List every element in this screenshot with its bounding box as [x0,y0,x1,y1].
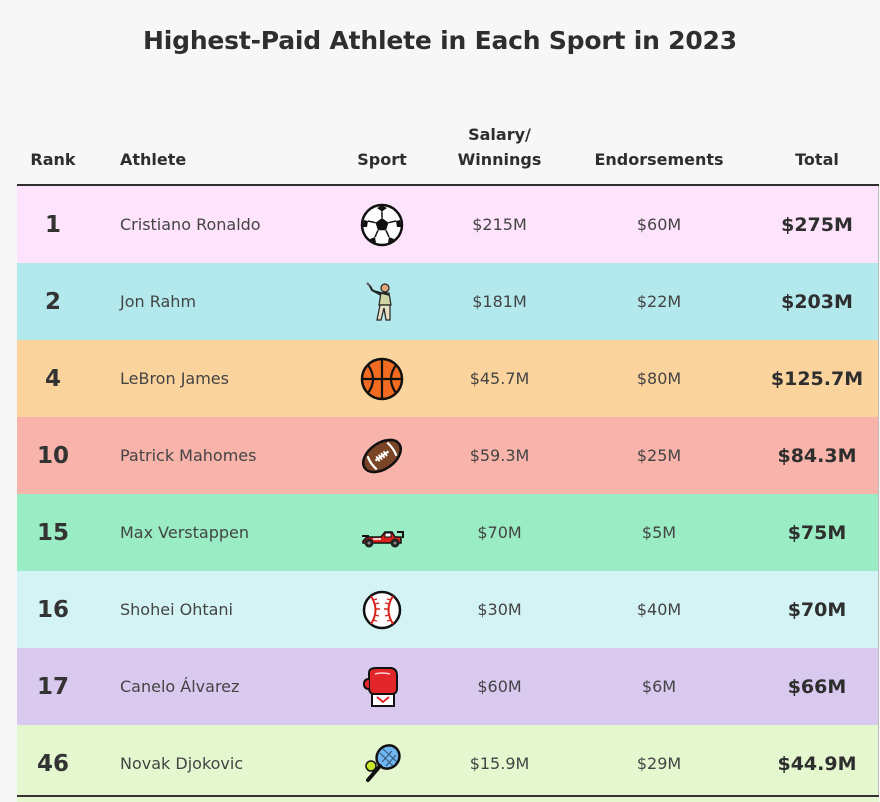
header-rank: Rank [30,150,76,169]
table-row: 1 Cristiano Ronaldo $215M $60M $275M [17,186,879,263]
athlete-cell: Novak Djokovic [120,754,244,773]
table-row: 17 Canelo Álvarez $60M $6M $66M [17,648,879,725]
header-sport: Sport [357,150,407,169]
athlete-cell: Patrick Mahomes [120,446,257,465]
table-row: 4 LeBron James $45.7M $80M $125.7M [17,340,879,417]
total-cell: $70M [787,598,847,621]
rank-cell: 10 [36,442,69,469]
boxing-glove-icon [356,648,408,725]
soccer-ball-icon [356,186,408,263]
table-row: 10 Patrick Mahomes $59.3M $25M $84.3M [17,417,879,494]
table-row: 46 Novak Djokovic $15.9M $29M $44.9M [17,725,879,802]
endorsements-cell: $6M [641,677,677,696]
rank-cell: 16 [36,596,69,623]
total-cell: $66M [787,675,847,698]
total-cell: $125.7M [770,367,864,390]
athlete-cell: LeBron James [120,369,229,388]
total-cell: $203M [781,290,853,313]
header-salary-line1: Salary/ [468,125,531,144]
athlete-cell: Jon Rahm [120,292,197,311]
salary-cell: $15.9M [469,754,530,773]
table-body: 1 Cristiano Ronaldo $215M $60M $275M 2 Jon Rah… [17,186,879,802]
athlete-cell: Cristiano Ronaldo [120,215,261,234]
tennis-icon [356,725,408,802]
salary-cell: $181M [472,292,527,311]
chart-title: Highest-Paid Athlete in Each Sport in 20… [143,26,737,55]
total-cell: $84.3M [777,444,857,467]
salary-cell: $60M [477,677,522,696]
endorsements-cell: $29M [636,754,682,773]
basketball-icon [356,340,408,417]
header-salary-winnings: Salary/ Winnings [442,122,557,172]
salary-cell: $59.3M [469,446,530,465]
header-total: Total [795,150,839,169]
total-cell: $275M [781,213,853,236]
endorsements-cell: $60M [636,215,682,234]
racing-car-icon [356,494,408,571]
header-salary-line2: Winnings [457,150,542,169]
salary-cell: $45.7M [469,369,530,388]
rank-cell: 4 [44,365,61,392]
table-row: 16 Shohei Ohtani $30M $40M $70M [17,571,879,648]
american-football-icon [356,417,408,494]
golfer-icon [356,263,408,340]
header-athlete: Athlete [120,150,187,169]
header-endorsements: Endorsements [594,150,724,169]
rank-cell: 17 [36,673,69,700]
table-row: 2 Jon Rahm $181M $22M $203M [17,263,879,340]
table-header: Rank Athlete Sport Salary/ Winnings Endo… [17,120,879,186]
athlete-cell: Max Verstappen [120,523,249,542]
endorsements-cell: $22M [636,292,682,311]
table-bottom-border [17,795,879,797]
salary-cell: $30M [477,600,522,619]
salary-cell: $70M [477,523,522,542]
endorsements-cell: $80M [636,369,682,388]
rank-cell: 2 [44,288,61,315]
athlete-cell: Canelo Álvarez [120,677,240,696]
rank-cell: 15 [36,519,69,546]
endorsements-cell: $40M [636,600,682,619]
rank-cell: 1 [44,211,61,238]
total-cell: $75M [787,521,847,544]
rank-cell: 46 [36,750,69,777]
athlete-cell: Shohei Ohtani [120,600,233,619]
total-cell: $44.9M [777,752,857,775]
baseball-icon [356,571,408,648]
endorsements-cell: $25M [636,446,682,465]
salary-cell: $215M [472,215,527,234]
endorsements-cell: $5M [641,523,677,542]
table-row: 15 Max Verstappen $70M $5M $75M [17,494,879,571]
table-right-border [878,186,879,797]
